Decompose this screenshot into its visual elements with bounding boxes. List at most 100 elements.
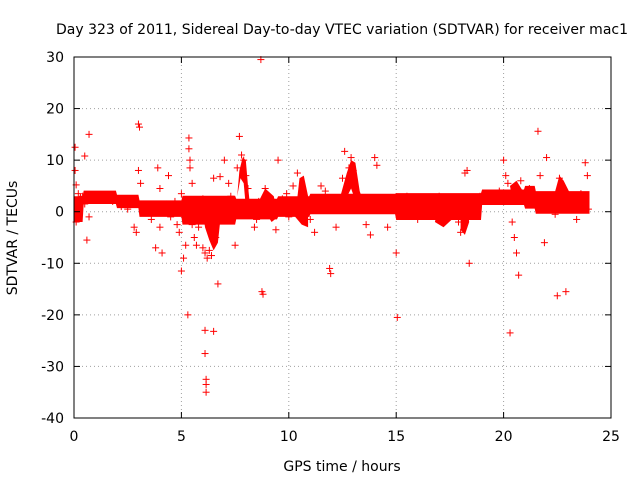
data-point <box>83 236 91 244</box>
data-point <box>134 166 142 174</box>
data-point <box>278 195 286 203</box>
data-point <box>220 200 228 208</box>
data-point <box>175 228 183 236</box>
data-point <box>165 172 173 180</box>
data-point <box>156 185 164 193</box>
band-excursion <box>237 157 251 207</box>
data-point <box>136 123 144 131</box>
data-point <box>339 174 346 182</box>
data-point <box>564 195 572 203</box>
band-excursion <box>258 188 279 222</box>
band-excursion <box>510 180 523 202</box>
data-point <box>489 197 497 205</box>
data-point <box>555 174 563 182</box>
data-point <box>74 190 82 198</box>
data-point <box>199 195 207 203</box>
data-point <box>162 200 170 208</box>
data-point <box>302 205 310 213</box>
data-point <box>188 179 196 187</box>
y-tick-label: -20 <box>41 308 64 324</box>
data-point <box>268 197 276 205</box>
data-point <box>156 223 164 231</box>
data-point <box>495 187 503 195</box>
data-point <box>207 252 215 260</box>
y-tick-label: 30 <box>46 50 64 66</box>
data-point <box>463 166 471 174</box>
data-point <box>568 203 576 211</box>
data-point <box>538 205 546 213</box>
data-point <box>311 228 319 236</box>
data-point <box>259 290 267 298</box>
data-point <box>143 205 151 213</box>
data-point <box>506 329 514 337</box>
data-point <box>454 218 462 226</box>
grid-lines <box>74 57 611 418</box>
data-point <box>525 185 533 193</box>
data-point <box>186 156 194 164</box>
data-point <box>199 244 207 252</box>
data-point <box>272 226 280 234</box>
data-point <box>231 241 239 249</box>
x-tick-label: 15 <box>387 429 405 445</box>
x-tick-label: 20 <box>495 429 513 445</box>
data-point <box>573 215 581 223</box>
y-axis-ticks: -40 -30 -20 -10 0 10 20 30 <box>41 50 611 427</box>
data-point <box>379 205 387 213</box>
y-tick-label: -10 <box>41 256 64 272</box>
data-point <box>203 254 211 262</box>
data-point <box>185 134 193 142</box>
data-point <box>212 234 220 241</box>
data-point <box>362 221 370 229</box>
x-tick-label: 0 <box>70 429 79 445</box>
data-point <box>285 213 293 221</box>
data-point <box>71 166 79 174</box>
data-point <box>510 234 518 241</box>
data-point <box>210 174 218 182</box>
data-point <box>202 380 210 388</box>
data-point <box>553 292 561 300</box>
x-tick-label: 5 <box>177 429 186 445</box>
data-point <box>177 190 185 198</box>
data-points <box>71 56 592 396</box>
data-point <box>536 172 544 180</box>
data-point <box>225 179 233 187</box>
data-point <box>508 218 516 226</box>
data-point <box>201 249 209 257</box>
data-point <box>182 241 190 249</box>
data-point <box>393 313 401 321</box>
band-excursion <box>340 160 364 207</box>
data-point <box>117 203 125 211</box>
data-point <box>274 156 282 164</box>
data-point <box>392 249 400 257</box>
x-tick-label: 10 <box>280 429 298 445</box>
y-tick-label: 0 <box>55 205 64 221</box>
data-point <box>409 208 417 216</box>
data-point <box>128 200 136 208</box>
data-point <box>139 203 147 211</box>
data-point <box>147 215 155 223</box>
data-point <box>195 223 203 231</box>
data-point <box>435 192 443 200</box>
dense-data-band <box>74 157 590 251</box>
data-point <box>317 182 325 190</box>
y-tick-label: 20 <box>46 102 64 118</box>
data-point <box>465 259 473 267</box>
data-point <box>547 197 555 205</box>
data-point <box>283 190 291 198</box>
data-point <box>255 197 263 205</box>
y-tick-label: 10 <box>46 153 64 169</box>
data-point <box>216 173 224 181</box>
data-point <box>500 156 508 164</box>
data-point <box>534 127 542 135</box>
data-point <box>167 213 175 221</box>
data-point <box>577 190 585 198</box>
chart-title: Day 323 of 2011, Sidereal Day-to-day VTE… <box>56 22 628 38</box>
y-axis-label: SDTVAR / TECUs <box>5 181 21 296</box>
data-point <box>210 327 218 335</box>
data-point <box>173 221 181 229</box>
data-point <box>81 152 89 160</box>
x-tick-label: 25 <box>602 429 620 445</box>
data-point <box>214 280 222 288</box>
data-point <box>476 192 484 200</box>
